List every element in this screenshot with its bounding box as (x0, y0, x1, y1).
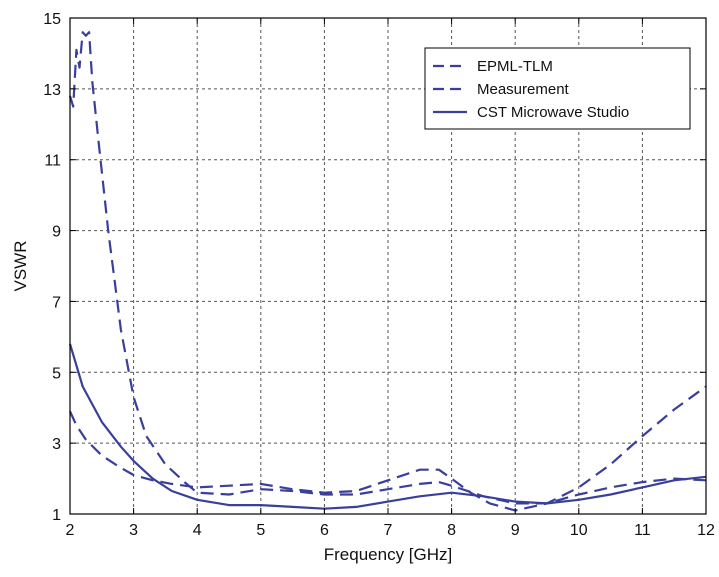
legend-label-2: Measurement (477, 81, 570, 98)
y-tick-label: 5 (52, 365, 61, 382)
series-lines (68, 31, 707, 512)
legend-label-1: EPML-TLM (477, 58, 553, 75)
x-axis-title: Frequency [GHz] (324, 545, 453, 564)
x-tick-label: 8 (447, 522, 456, 539)
y-tick-label: 13 (43, 82, 61, 99)
grid-lines (70, 18, 706, 514)
x-tick-label: 6 (320, 522, 329, 539)
x-tick-label: 4 (193, 522, 202, 539)
y-tick-label: 7 (52, 294, 61, 311)
y-axis-title: VSWR (11, 241, 30, 292)
legend: EPML-TLM Measurement CST Microwave Studio (424, 47, 691, 130)
y-tick-label: 9 (52, 224, 61, 241)
x-tick-label: 11 (634, 522, 651, 539)
x-tick-label: 5 (256, 522, 265, 539)
legend-box (424, 47, 691, 130)
x-tick-label: 2 (66, 522, 75, 539)
series-line-3 (68, 343, 707, 510)
y-tick-label: 1 (52, 507, 61, 524)
y-tick-label: 11 (44, 153, 61, 170)
x-tick-label: 7 (384, 522, 393, 539)
y-tick-label: 3 (52, 436, 61, 453)
x-tick-label: 12 (697, 522, 715, 539)
legend-label-3: CST Microwave Studio (477, 104, 629, 121)
x-tick-label: 10 (570, 522, 588, 539)
series-line-1 (68, 385, 707, 512)
x-tick-label: 3 (129, 522, 138, 539)
y-tick-label: 15 (43, 11, 61, 28)
x-tick-label: 9 (511, 522, 520, 539)
